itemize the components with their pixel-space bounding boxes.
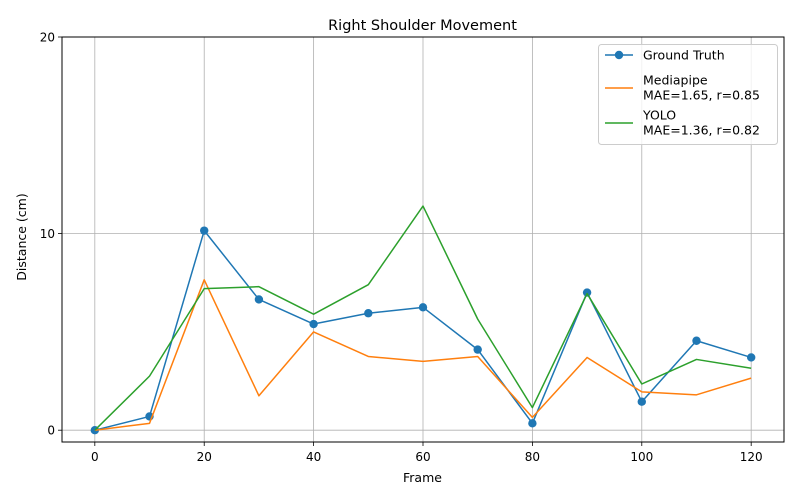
legend-box [598,44,778,145]
y-axis-label: Distance (cm) [14,193,29,280]
x-tick-label: 100 [630,450,653,464]
legend-stats: MAE=1.65, r=0.85 [643,88,760,103]
data-point [254,295,264,304]
series-line-mediapipe [94,279,752,431]
data-point [746,353,756,362]
data-point [637,397,646,406]
legend-label: Mediapipe [643,73,708,88]
data-point [364,309,373,318]
chart-title: Right Shoulder Movement [328,18,517,34]
x-tick-label: 40 [306,450,321,464]
legend-swatch-marker [614,50,624,60]
legend-label: Ground Truth [643,48,725,63]
data-point [582,288,592,297]
y-tick-label: 0 [47,424,55,438]
legend-stats: MAE=1.36, r=0.82 [643,123,760,138]
x-tick-label: 0 [91,450,99,464]
x-axis-label: Frame [403,470,442,485]
series-line-yolo [94,205,752,431]
data-point [309,319,318,329]
data-point [692,336,701,345]
data-point [528,419,537,428]
plot-area: 0 20 40 60 80 100 120 0 10 20 [40,31,785,464]
x-tick-label: 60 [415,450,430,464]
x-tick-label: 120 [740,450,763,464]
y-tick-label: 20 [40,31,55,45]
data-point [418,303,428,312]
x-tick-label: 80 [525,450,540,464]
data-point [200,226,209,235]
y-tick-label: 10 [40,227,55,241]
x-tick-label: 20 [197,450,212,464]
data-point [473,345,482,354]
legend-label: YOLO [642,108,676,123]
